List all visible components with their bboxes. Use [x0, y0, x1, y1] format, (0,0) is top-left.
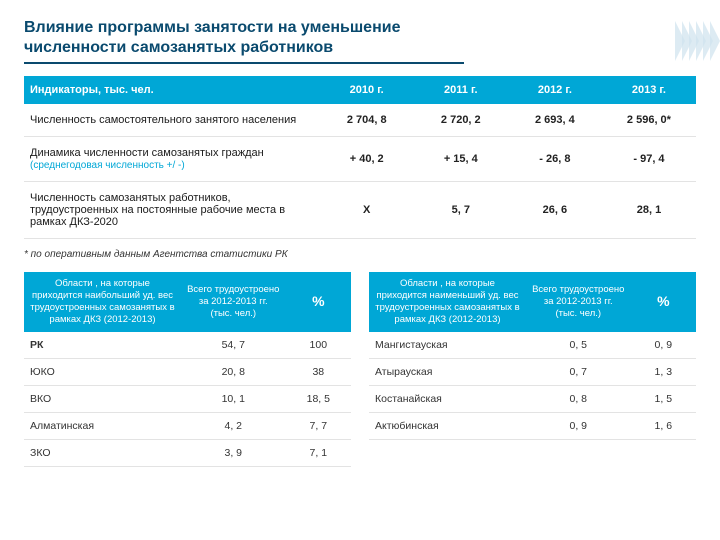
slide-title: Влияние программы занятости на уменьшени…	[24, 18, 584, 58]
title-line-2: численности самозанятых работников	[24, 39, 333, 56]
region-name: Атырауская	[369, 358, 526, 385]
col-bottom-regions: Области , на которые приходится наименьш…	[369, 272, 526, 332]
cell-value: + 15, 4	[414, 137, 508, 182]
table-row: ЮКО 20, 8 38	[24, 358, 351, 385]
cell-value: 3, 9	[181, 439, 286, 466]
top-regions-header: Области , на которые приходится наибольш…	[24, 272, 351, 332]
table-row: Костанайская 0, 8 1, 5	[369, 385, 696, 412]
cell-value: 38	[286, 358, 351, 385]
title-line-1: Влияние программы занятости на уменьшени…	[24, 19, 400, 36]
cell-value: + 40, 2	[320, 137, 414, 182]
cell-value: - 97, 4	[602, 137, 696, 182]
cell-value: 2 704, 8	[320, 104, 414, 137]
cell-value: 2 693, 4	[508, 104, 602, 137]
col-top-total: Всего трудоустроено за 2012-2013 гг. (ты…	[181, 272, 286, 332]
cell-value: 4, 2	[181, 412, 286, 439]
cell-value: 7, 7	[286, 412, 351, 439]
region-name: Актюбинская	[369, 412, 526, 439]
col-year-2010: 2010 г.	[320, 76, 414, 104]
region-name: РК	[24, 332, 181, 359]
cell-value: 0, 9	[631, 332, 696, 359]
table-row: Актюбинская 0, 9 1, 6	[369, 412, 696, 439]
col-year-2013: 2013 г.	[602, 76, 696, 104]
col-indicator: Индикаторы, тыс. чел.	[24, 76, 320, 104]
row-label: Динамика численности самозанятых граждан	[30, 147, 264, 159]
title-chevron-decoration	[600, 18, 720, 64]
table-row: Мангистауская 0, 5 0, 9	[369, 332, 696, 359]
cell-value: 54, 7	[181, 332, 286, 359]
cell-value: 26, 6	[508, 182, 602, 239]
region-name: ЮКО	[24, 358, 181, 385]
title-underline	[24, 62, 464, 64]
col-bottom-total: Всего трудоустроено за 2012-2013 гг. (ты…	[526, 272, 631, 332]
bottom-regions-header: Области , на которые приходится наименьш…	[369, 272, 696, 332]
table-row: РК 54, 7 100	[24, 332, 351, 359]
cell-value: 5, 7	[414, 182, 508, 239]
cell-value: 2 596, 0*	[602, 104, 696, 137]
top-regions-table: Области , на которые приходится наибольш…	[24, 272, 351, 467]
indicators-header-row: Индикаторы, тыс. чел. 2010 г. 2011 г. 20…	[24, 76, 696, 104]
cell-value: - 26, 8	[508, 137, 602, 182]
cell-value: 28, 1	[602, 182, 696, 239]
col-top-percent: %	[286, 272, 351, 332]
row-label: Численность самозанятых работников, труд…	[30, 192, 285, 228]
cell-value: 10, 1	[181, 385, 286, 412]
region-name: Алматинская	[24, 412, 181, 439]
region-name: Костанайская	[369, 385, 526, 412]
cell-value: 100	[286, 332, 351, 359]
table-row: ВКО 10, 1 18, 5	[24, 385, 351, 412]
col-year-2011: 2011 г.	[414, 76, 508, 104]
row-label: Численность самостоятельного занятого на…	[30, 114, 296, 126]
region-name: Мангистауская	[369, 332, 526, 359]
cell-value: 1, 6	[631, 412, 696, 439]
bottom-tables-container: Области , на которые приходится наибольш…	[24, 272, 696, 467]
row-sublabel: (среднегодовая численность +/ -)	[30, 160, 185, 171]
cell-value: 1, 3	[631, 358, 696, 385]
region-name: ВКО	[24, 385, 181, 412]
col-top-regions: Области , на которые приходится наибольш…	[24, 272, 181, 332]
cell-value: 0, 7	[526, 358, 631, 385]
bottom-regions-table: Области , на которые приходится наименьш…	[369, 272, 696, 440]
cell-value: 2 720, 2	[414, 104, 508, 137]
table-row: Алматинская 4, 2 7, 7	[24, 412, 351, 439]
cell-value: X	[320, 182, 414, 239]
table-row: Динамика численности самозанятых граждан…	[24, 137, 696, 182]
footnote: * по оперативным данным Агентства статис…	[24, 249, 696, 260]
table-row: Численность самозанятых работников, труд…	[24, 182, 696, 239]
col-year-2012: 2012 г.	[508, 76, 602, 104]
cell-value: 7, 1	[286, 439, 351, 466]
cell-value: 18, 5	[286, 385, 351, 412]
cell-value: 0, 9	[526, 412, 631, 439]
table-row: Атырауская 0, 7 1, 3	[369, 358, 696, 385]
slide-title-bar: Влияние программы занятости на уменьшени…	[24, 18, 696, 64]
col-bottom-percent: %	[631, 272, 696, 332]
cell-value: 0, 8	[526, 385, 631, 412]
cell-value: 20, 8	[181, 358, 286, 385]
cell-value: 0, 5	[526, 332, 631, 359]
region-name: ЗКО	[24, 439, 181, 466]
indicators-table: Индикаторы, тыс. чел. 2010 г. 2011 г. 20…	[24, 76, 696, 239]
table-row: ЗКО 3, 9 7, 1	[24, 439, 351, 466]
table-row: Численность самостоятельного занятого на…	[24, 104, 696, 137]
cell-value: 1, 5	[631, 385, 696, 412]
